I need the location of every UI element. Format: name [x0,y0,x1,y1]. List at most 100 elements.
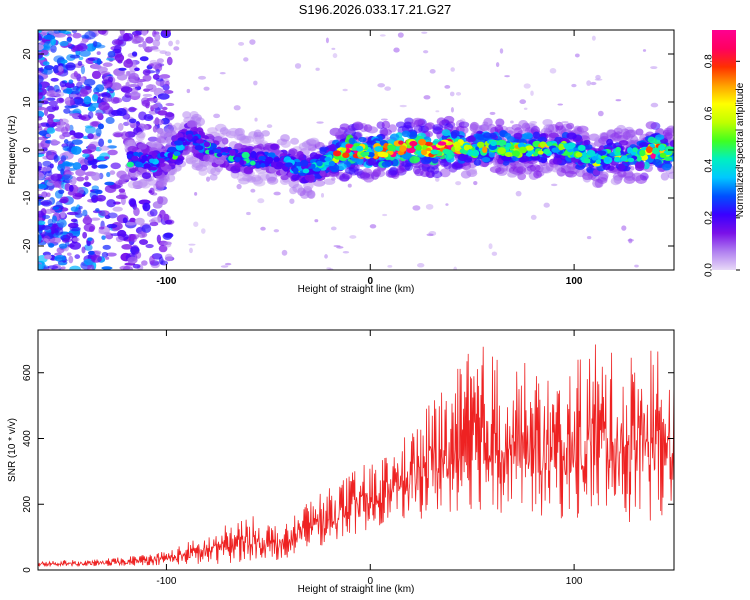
heatmap-cell [273,191,281,196]
heatmap-cell [88,111,94,119]
heatmap-cell [141,260,148,266]
snr-series-line [38,344,674,568]
heatmap-cell [127,145,138,153]
colorbar-tick-label: 0.8 [704,54,715,68]
heatmap-cell [126,161,135,168]
heatmap-cell [76,81,83,89]
heatmap-cell [38,116,43,121]
heatmap-cell [47,118,54,125]
heatmap-cell [69,226,81,232]
heatmap-cell [68,79,74,84]
heatmap-cell [90,217,101,221]
heatmap-cell [634,264,639,268]
heatmap-cell [145,36,154,44]
heatmap-cell [319,169,326,177]
heatmap-cell [128,198,137,206]
heatmap-cell [359,172,371,179]
heatmap-cell [106,223,118,229]
heatmap-cell [159,151,166,158]
heatmap-cell [323,178,336,185]
heatmap-cell [149,104,157,108]
heatmap-cell [96,51,101,55]
heatmap-cell [498,140,505,147]
heatmap-cell [149,255,155,265]
heatmap-cell [296,151,304,158]
heatmap-cell [663,156,673,161]
heatmap-cell [141,224,152,234]
heatmap-cell [135,30,143,35]
heatmap-cell [91,185,100,191]
heatmap-cell [104,181,115,186]
heatmap-cell [101,235,106,240]
heatmap-cell [41,44,51,51]
heatmap-cell [281,249,288,256]
heatmap-cell [489,166,502,174]
heatmap-cell [280,134,290,142]
heatmap-cell [160,260,169,266]
heatmap-cell [42,160,52,167]
heatmap-cell [387,265,393,268]
heatmap-cell [173,46,180,51]
heatmap-cell [157,101,161,105]
heatmap-cell [113,132,123,138]
heatmap-cell [60,155,67,162]
heatmap-cell [258,155,267,161]
heatmap-cell [266,176,279,185]
heatmap-cell [450,129,460,137]
heatmap-cell [425,203,434,210]
heatmap-cell [669,139,674,148]
heatmap-cell [54,255,67,262]
heatmap-cell [650,102,659,108]
heatmap-cell [387,144,396,152]
heatmap-cell [625,129,638,137]
heatmap-cell [45,170,53,177]
heatmap-cell [66,37,72,44]
heatmap-cell [662,163,672,171]
heatmap-cell [280,139,291,148]
heatmap-cell [423,50,429,54]
heatmap-cell [659,152,667,158]
heatmap-cell [499,164,509,172]
heatmap-cell [141,172,152,179]
heatmap-cell [574,53,580,58]
snr-y-tick-label: 0 [22,567,33,573]
heatmap-cell [504,133,512,139]
heatmap-cell [115,179,127,185]
heatmap-cell [595,74,601,80]
heatmap-cell [175,132,184,139]
heatmap-cell [614,156,621,162]
heatmap-cell [159,50,167,55]
heatmap-cell [533,170,542,179]
heatmap-cell [129,167,137,173]
heatmap-cell [409,140,418,147]
heatmap-cell [76,73,82,82]
heatmap-cell [142,69,151,76]
heatmap-cell [377,83,386,88]
heatmap-cell [645,146,653,154]
heatmap-cell [382,213,388,217]
heatmap-cell [234,156,241,163]
heatmap-cell [41,99,49,105]
heatmap-cell [68,184,74,192]
heatmap-cell [102,244,111,250]
heatmap-cell [63,108,71,114]
heatmap-cell [38,172,45,180]
heatmap-cell [157,93,170,100]
heatmap-cell [141,99,151,107]
heatmap-cell [399,145,407,153]
heatmap-cell [331,47,336,50]
heatmap-cell [112,206,123,212]
heatmap-cell [58,189,65,195]
heatmap-cell [58,198,68,204]
heatmap-cell [198,169,208,176]
heatmap-cell [118,67,127,71]
heatmap-cell [423,95,431,100]
heatmap-cell [107,50,116,58]
heatmap-cell [80,76,85,84]
heatmap-cell [289,198,295,204]
heatmap-cell [206,176,211,182]
heatmap-cell [41,191,48,198]
heatmap-cell [380,118,388,121]
heatmap-cell [129,171,139,179]
heatmap-y-tick-label: -20 [22,238,33,253]
